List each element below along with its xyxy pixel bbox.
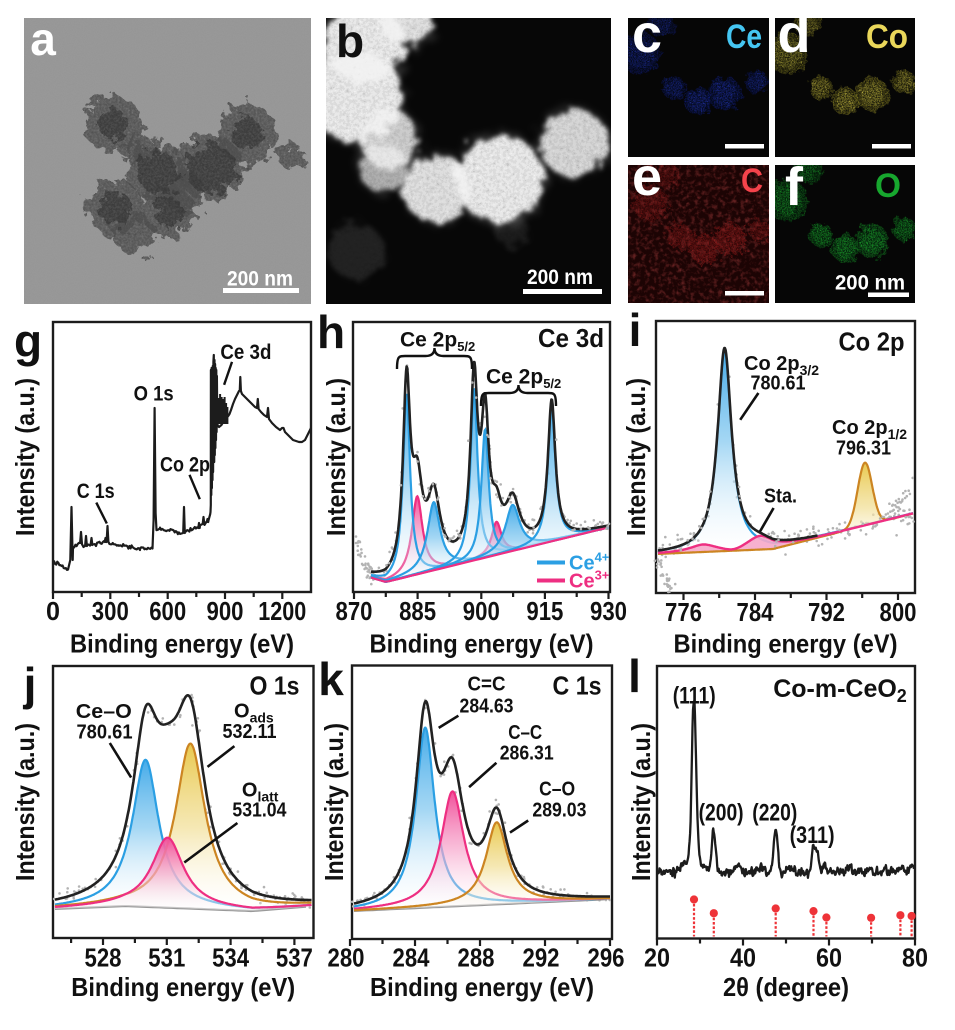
svg-text:1200: 1200	[258, 596, 306, 626]
svg-text:900: 900	[463, 596, 500, 626]
svg-text:Intensity (a.u.): Intensity (a.u.)	[10, 378, 40, 536]
svg-text:2θ (degree): 2θ (degree)	[723, 972, 849, 1002]
svg-text:284: 284	[393, 943, 430, 973]
svg-text:Co 2p: Co 2p	[160, 454, 210, 477]
svg-text:Binding energy (eV): Binding energy (eV)	[370, 972, 594, 1002]
svg-text:796.31: 796.31	[836, 438, 891, 460]
svg-text:284.63: 284.63	[460, 695, 514, 717]
svg-text:534: 534	[212, 943, 249, 973]
svg-text:C=C: C=C	[468, 674, 506, 696]
svg-text:532.11: 532.11	[223, 721, 277, 743]
svg-text:C–O: C–O	[539, 778, 575, 800]
svg-text:O 1s: O 1s	[134, 383, 174, 406]
svg-text:Intensity (a.u.): Intensity (a.u.)	[321, 378, 351, 536]
svg-text:Co 2p: Co 2p	[839, 327, 905, 357]
svg-text:(311): (311)	[790, 822, 835, 849]
svg-text:k: k	[318, 653, 344, 705]
svg-text:80: 80	[902, 943, 928, 973]
svg-text:930: 930	[590, 596, 627, 626]
svg-text:288: 288	[458, 943, 495, 973]
svg-text:531.04: 531.04	[232, 799, 287, 821]
svg-text:915: 915	[526, 596, 563, 626]
svg-text:870: 870	[336, 596, 373, 626]
svg-text:Ce: Ce	[726, 18, 762, 56]
svg-text:Ce 3d: Ce 3d	[538, 323, 604, 353]
svg-text:780.61: 780.61	[77, 722, 133, 744]
svg-text:g: g	[14, 315, 42, 367]
svg-text:Co-m-CeO2: Co-m-CeO2	[773, 675, 907, 706]
svg-text:f: f	[785, 157, 804, 217]
svg-text:Binding energy (eV): Binding energy (eV)	[674, 629, 898, 659]
svg-text:Co 2p1/2: Co 2p1/2	[832, 417, 907, 442]
svg-text:i: i	[629, 304, 642, 356]
svg-text:Intensity (a.u.): Intensity (a.u.)	[319, 723, 349, 881]
svg-text:780.61: 780.61	[751, 373, 806, 395]
svg-text:(111): (111)	[673, 683, 716, 710]
svg-text:784: 784	[737, 597, 774, 627]
svg-text:Co: Co	[866, 18, 908, 56]
svg-text:Ce 3d: Ce 3d	[220, 341, 271, 364]
svg-text:286.31: 286.31	[500, 742, 554, 764]
svg-text:200 nm: 200 nm	[835, 272, 905, 295]
svg-text:e: e	[632, 147, 662, 207]
svg-text:Ce–O: Ce–O	[76, 701, 132, 723]
svg-text:c: c	[632, 4, 662, 64]
svg-text:C 1s: C 1s	[553, 670, 602, 700]
svg-text:d: d	[778, 4, 811, 64]
svg-text:528: 528	[85, 943, 122, 973]
svg-text:40: 40	[730, 943, 756, 973]
svg-text:537: 537	[276, 943, 313, 973]
svg-text:Binding energy (eV): Binding energy (eV)	[71, 972, 295, 1002]
svg-text:900: 900	[207, 596, 244, 626]
svg-text:O 1s: O 1s	[250, 670, 300, 700]
svg-text:300: 300	[92, 596, 129, 626]
svg-text:Intensity (a.u.): Intensity (a.u.)	[621, 378, 651, 536]
svg-text:200 nm: 200 nm	[527, 266, 593, 289]
svg-text:0: 0	[46, 596, 60, 626]
svg-text:531: 531	[148, 943, 185, 973]
svg-text:800: 800	[880, 597, 917, 627]
svg-text:776: 776	[665, 597, 702, 627]
svg-text:60: 60	[816, 943, 842, 973]
svg-text:289.03: 289.03	[532, 799, 586, 821]
svg-text:885: 885	[399, 596, 436, 626]
svg-text:a: a	[30, 13, 56, 65]
svg-text:Binding energy (eV): Binding energy (eV)	[70, 629, 294, 659]
svg-text:(200): (200)	[699, 800, 744, 827]
svg-text:j: j	[23, 658, 37, 710]
svg-text:O: O	[875, 167, 901, 205]
svg-text:Intensity (a.u.): Intensity (a.u.)	[10, 723, 40, 881]
svg-text:296: 296	[588, 943, 625, 973]
svg-text:292: 292	[523, 943, 560, 973]
svg-text:C–C: C–C	[508, 722, 542, 744]
svg-text:(220): (220)	[752, 800, 797, 827]
svg-text:h: h	[317, 306, 345, 358]
svg-text:20: 20	[644, 943, 670, 973]
svg-text:200 nm: 200 nm	[227, 268, 293, 291]
svg-text:Binding energy (eV): Binding energy (eV)	[370, 629, 594, 659]
svg-text:280: 280	[328, 943, 365, 973]
svg-text:C: C	[741, 162, 763, 200]
svg-text:b: b	[336, 15, 364, 67]
svg-text:600: 600	[149, 596, 186, 626]
svg-text:C 1s: C 1s	[77, 480, 115, 503]
svg-text:Intensity (a.u.): Intensity (a.u.)	[626, 723, 656, 881]
svg-text:Sta.: Sta.	[764, 486, 797, 508]
svg-text:Oads: Oads	[234, 701, 274, 726]
svg-text:l: l	[628, 650, 641, 702]
svg-text:792: 792	[808, 597, 845, 627]
